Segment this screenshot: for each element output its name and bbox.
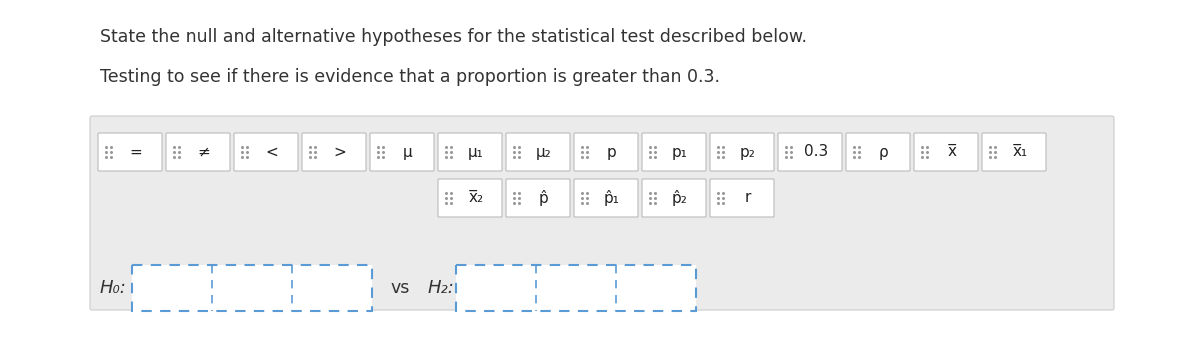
FancyBboxPatch shape	[778, 133, 842, 171]
FancyBboxPatch shape	[846, 133, 910, 171]
Text: r: r	[745, 190, 751, 206]
Text: p̂₂: p̂₂	[672, 190, 688, 206]
FancyBboxPatch shape	[302, 133, 366, 171]
FancyBboxPatch shape	[166, 133, 230, 171]
Text: μ₁: μ₁	[468, 144, 484, 159]
FancyBboxPatch shape	[438, 133, 502, 171]
Text: ρ: ρ	[880, 144, 889, 159]
Text: H₂:: H₂:	[428, 279, 455, 297]
Text: vs: vs	[390, 279, 409, 297]
Text: <: <	[265, 144, 278, 159]
Text: x̅₂: x̅₂	[468, 190, 484, 206]
Text: 0.3: 0.3	[804, 144, 828, 159]
FancyBboxPatch shape	[98, 133, 162, 171]
FancyBboxPatch shape	[370, 133, 434, 171]
Text: x̅₁: x̅₁	[1013, 144, 1027, 159]
FancyBboxPatch shape	[506, 133, 570, 171]
Text: μ: μ	[403, 144, 413, 159]
Text: State the null and alternative hypotheses for the statistical test described bel: State the null and alternative hypothese…	[100, 28, 808, 46]
FancyBboxPatch shape	[982, 133, 1046, 171]
Text: Testing to see if there is evidence that a proportion is greater than 0.3.: Testing to see if there is evidence that…	[100, 68, 720, 86]
Text: >: >	[334, 144, 347, 159]
FancyBboxPatch shape	[710, 133, 774, 171]
Text: =: =	[130, 144, 143, 159]
Text: p₂: p₂	[740, 144, 756, 159]
FancyBboxPatch shape	[132, 265, 372, 311]
Text: p̂: p̂	[539, 190, 548, 206]
FancyBboxPatch shape	[438, 179, 502, 217]
FancyBboxPatch shape	[710, 179, 774, 217]
Text: x̅: x̅	[948, 144, 956, 159]
FancyBboxPatch shape	[914, 133, 978, 171]
FancyBboxPatch shape	[234, 133, 298, 171]
FancyBboxPatch shape	[574, 179, 638, 217]
Text: p: p	[607, 144, 617, 159]
Text: p̂₁: p̂₁	[604, 190, 620, 206]
FancyBboxPatch shape	[456, 265, 696, 311]
Text: μ₂: μ₂	[536, 144, 552, 159]
FancyBboxPatch shape	[90, 116, 1114, 310]
FancyBboxPatch shape	[574, 133, 638, 171]
Text: p₁: p₁	[672, 144, 688, 159]
FancyBboxPatch shape	[506, 179, 570, 217]
FancyBboxPatch shape	[642, 133, 706, 171]
FancyBboxPatch shape	[642, 179, 706, 217]
Text: H₀:: H₀:	[100, 279, 127, 297]
Text: ≠: ≠	[198, 144, 210, 159]
